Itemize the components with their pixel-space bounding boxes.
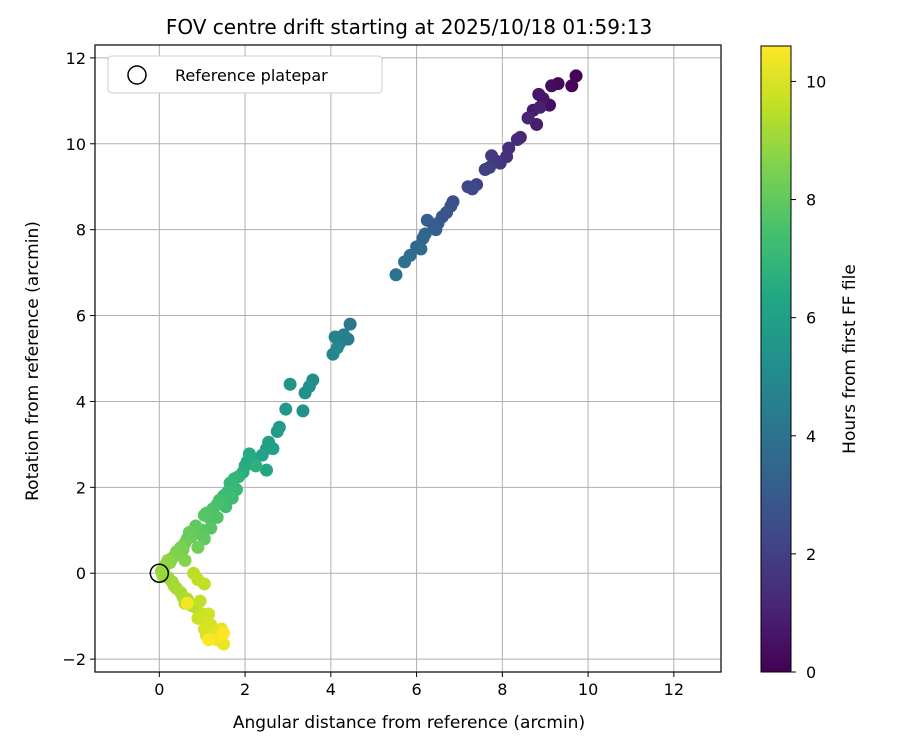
data-point xyxy=(510,132,524,146)
data-point xyxy=(298,386,312,400)
data-point xyxy=(429,223,443,237)
data-point xyxy=(202,633,216,647)
data-point xyxy=(343,317,357,331)
data-point xyxy=(328,330,342,344)
data-point xyxy=(533,100,547,114)
data-points xyxy=(154,69,583,651)
data-point xyxy=(398,255,412,269)
colorbar-tick-label: 6 xyxy=(806,309,816,328)
y-tick-label: 12 xyxy=(66,49,86,68)
data-point xyxy=(283,377,297,391)
data-point xyxy=(260,463,274,477)
x-tick-label: 0 xyxy=(154,680,164,699)
colorbar: 0 2 4 6 8 10 Hours from first FF file xyxy=(760,45,860,682)
data-point xyxy=(532,87,546,101)
y-tick-label: −2 xyxy=(62,650,86,669)
data-point xyxy=(242,447,256,461)
data-point xyxy=(217,626,231,640)
x-tick-label: 10 xyxy=(578,680,598,699)
data-point xyxy=(569,69,583,83)
data-point xyxy=(202,607,216,621)
data-point xyxy=(180,596,194,610)
data-point xyxy=(545,79,559,93)
x-axis: 0 2 4 6 8 10 12 xyxy=(154,672,684,699)
legend-box xyxy=(107,55,383,94)
data-point xyxy=(270,425,284,439)
y-tick-label: 6 xyxy=(76,307,86,326)
data-point xyxy=(191,540,205,554)
x-tick-label: 8 xyxy=(497,680,507,699)
chart-title: FOV centre drift starting at 2025/10/18 … xyxy=(166,15,652,39)
data-point xyxy=(193,594,207,608)
colorbar-tick-label: 8 xyxy=(806,191,816,210)
y-axis: −2 0 2 4 6 8 10 12 xyxy=(62,49,95,669)
colorbar-tick-label: 2 xyxy=(806,545,816,564)
data-point xyxy=(565,79,579,93)
x-tick-label: 12 xyxy=(664,680,684,699)
y-tick-label: 4 xyxy=(76,392,86,411)
x-tick-label: 2 xyxy=(240,680,250,699)
data-point xyxy=(249,459,263,473)
colorbar-ticks: 0 2 4 6 8 10 xyxy=(791,72,826,682)
data-point xyxy=(330,341,344,355)
y-tick-label: 8 xyxy=(76,221,86,240)
x-tick-label: 4 xyxy=(326,680,336,699)
data-point xyxy=(389,268,403,282)
y-tick-label: 2 xyxy=(76,478,86,497)
reference-platepar-marker xyxy=(149,563,170,583)
colorbar-gradient xyxy=(760,45,792,673)
legend-marker xyxy=(127,65,147,85)
colorbar-tick-label: 10 xyxy=(806,72,826,91)
data-point xyxy=(485,149,499,163)
y-tick-label: 10 xyxy=(66,135,86,154)
data-point xyxy=(210,510,224,524)
colorbar-label: Hours from first FF file xyxy=(840,264,860,454)
grid xyxy=(95,45,721,672)
data-point xyxy=(296,404,310,418)
data-point xyxy=(521,111,535,125)
y-tick-label: 0 xyxy=(76,564,86,583)
data-point xyxy=(266,442,280,456)
colorbar-tick-label: 0 xyxy=(806,663,816,682)
x-axis-label: Angular distance from reference (arcmin) xyxy=(233,713,585,733)
data-point xyxy=(478,163,492,177)
y-axis-label: Rotation from reference (arcmin) xyxy=(23,221,43,501)
legend-entry: Reference platepar xyxy=(175,66,328,85)
data-point xyxy=(197,508,211,522)
colorbar-tick-label: 4 xyxy=(806,427,816,446)
data-point xyxy=(197,577,211,591)
data-point xyxy=(465,182,479,196)
x-tick-label: 6 xyxy=(411,680,421,699)
data-point xyxy=(178,553,192,567)
data-point xyxy=(279,402,293,416)
data-point xyxy=(420,213,434,227)
legend: Reference platepar xyxy=(107,55,383,94)
plot-frame xyxy=(94,44,722,673)
